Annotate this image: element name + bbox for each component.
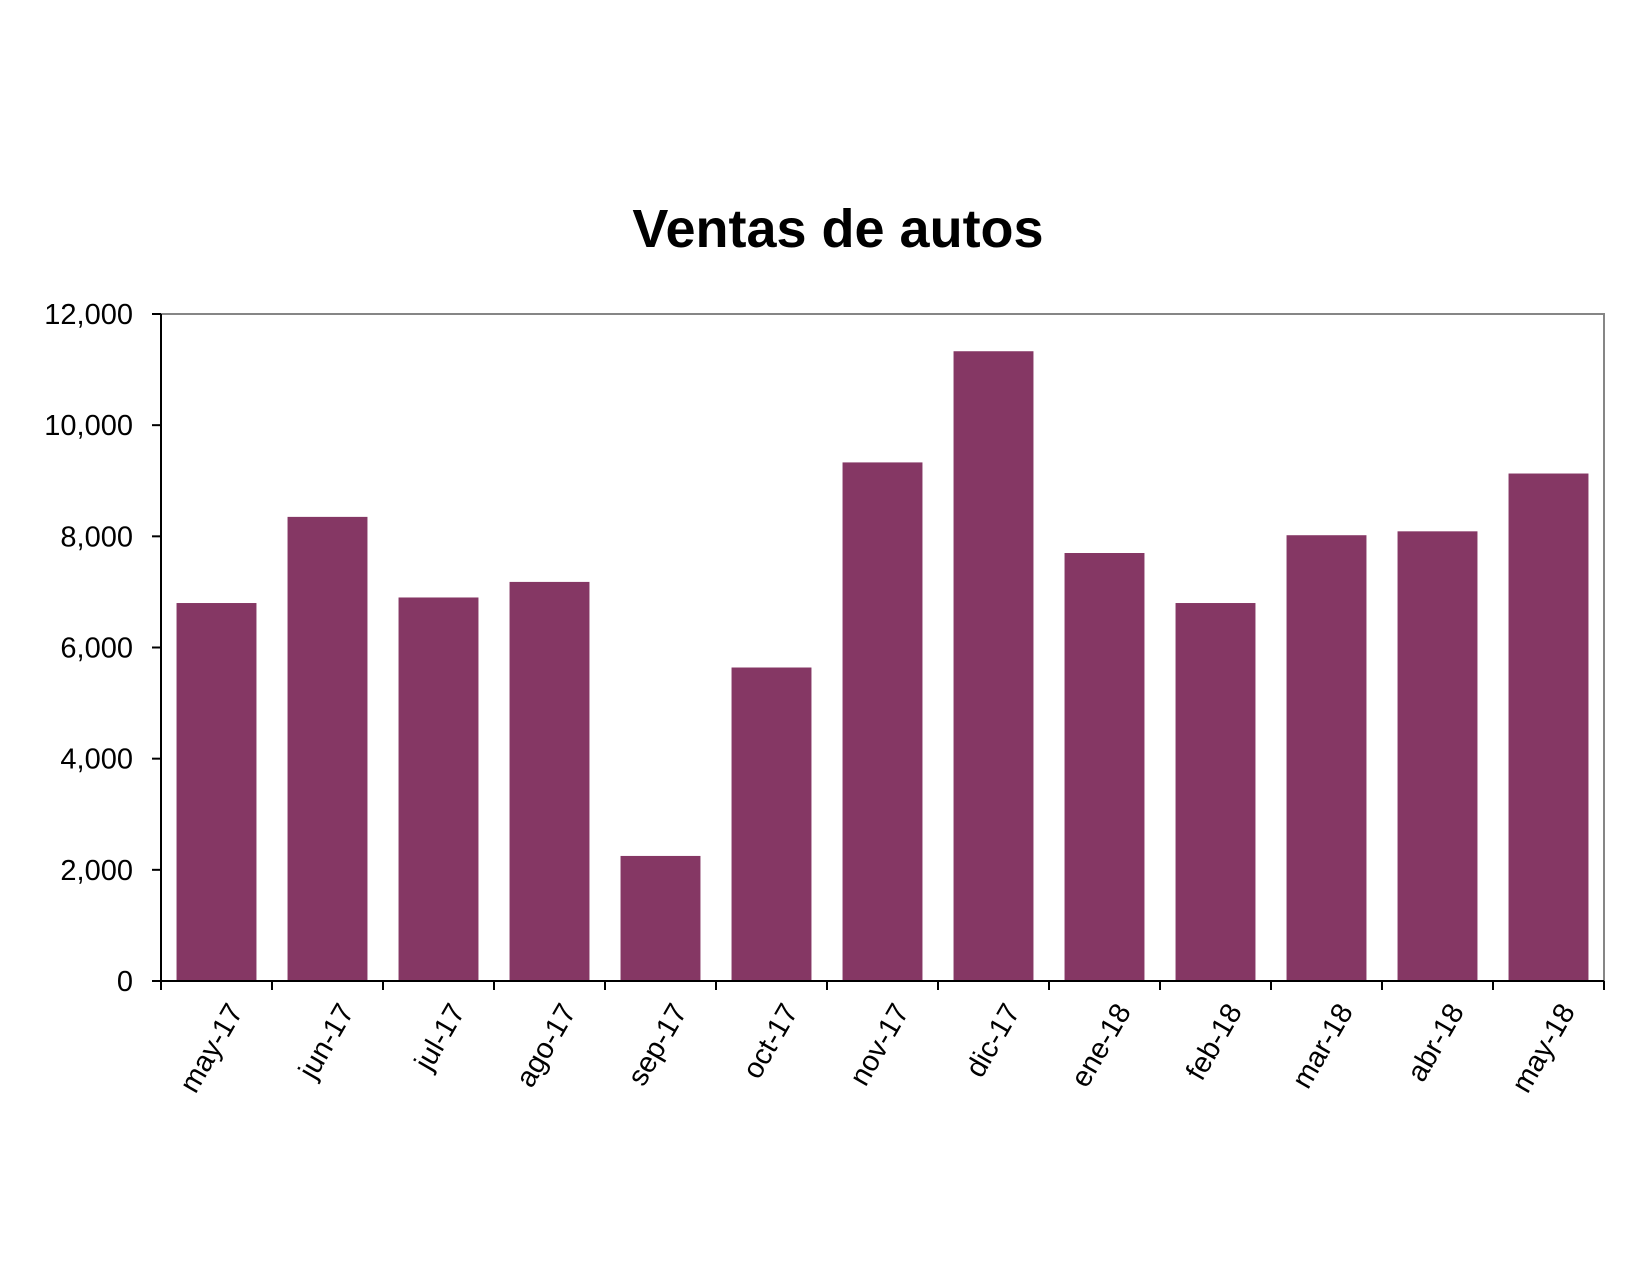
bar-sep-17 [620, 855, 701, 981]
x-tick-label: ago-17 [510, 999, 583, 1093]
x-tick-label: feb-18 [1180, 999, 1249, 1086]
x-tick-label: sep-17 [622, 999, 694, 1092]
y-tick-label: 2,000 [60, 855, 133, 887]
y-tick-label: 4,000 [60, 744, 133, 776]
x-tick-label: jul-17 [408, 999, 472, 1077]
y-tick-label: 10,000 [44, 410, 133, 442]
x-tick-label: ene-18 [1065, 999, 1138, 1093]
y-tick-label: 8,000 [60, 521, 133, 553]
bar-feb-18 [1175, 603, 1256, 981]
bar-dic-17 [953, 351, 1034, 981]
bar-may-18 [1508, 473, 1589, 981]
y-tick-label: 12,000 [44, 299, 133, 331]
x-axis-ticks: may-17 jun-17 jul-17 ago-17 sep-17 oct-17 nov-… [160, 981, 1605, 1099]
x-tick-label: mar-18 [1286, 999, 1360, 1095]
bar-jun-17 [287, 516, 368, 981]
y-tick-label: 6,000 [60, 633, 133, 665]
bar-nov-17 [842, 462, 923, 981]
x-tick-label: nov-17 [844, 999, 916, 1092]
x-tick-label: jun-17 [292, 999, 361, 1086]
bars-group [176, 351, 1589, 981]
x-tick-label: oct-17 [737, 999, 805, 1085]
x-tick-label: may-18 [1506, 999, 1582, 1099]
bar-oct-17 [731, 667, 812, 981]
bar-may-17 [176, 603, 257, 981]
bar-jul-17 [398, 597, 479, 981]
y-tick-label: 0 [117, 966, 133, 998]
bar-abr-18 [1397, 531, 1478, 981]
bar-mar-18 [1286, 535, 1367, 981]
y-axis-ticks: 0 2,000 4,000 6,000 8,000 10,000 12,000 [44, 299, 161, 998]
x-tick-label: abr-18 [1401, 999, 1471, 1088]
chart-title: Ventas de autos [632, 199, 1043, 259]
x-tick-label: may-17 [174, 999, 250, 1099]
bar-ago-17 [509, 581, 590, 981]
x-tick-label: dic-17 [960, 999, 1027, 1083]
bar-ene-18 [1064, 553, 1145, 981]
